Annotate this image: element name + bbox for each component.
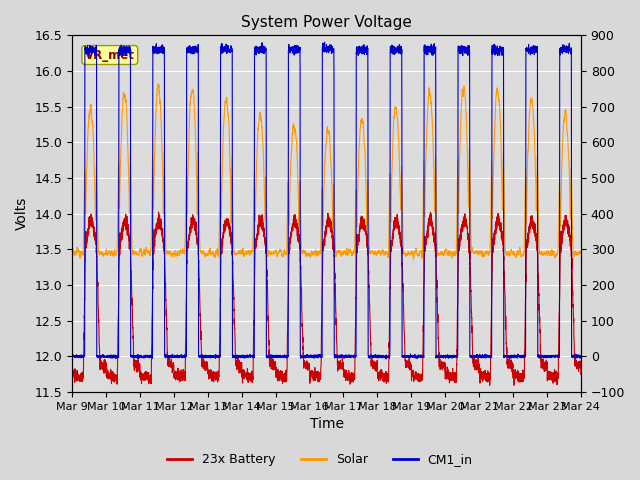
Y-axis label: Volts: Volts [15, 197, 29, 230]
Title: System Power Voltage: System Power Voltage [241, 15, 412, 30]
Text: VR_met: VR_met [85, 48, 135, 61]
Legend: 23x Battery, Solar, CM1_in: 23x Battery, Solar, CM1_in [163, 448, 477, 471]
X-axis label: Time: Time [310, 418, 344, 432]
